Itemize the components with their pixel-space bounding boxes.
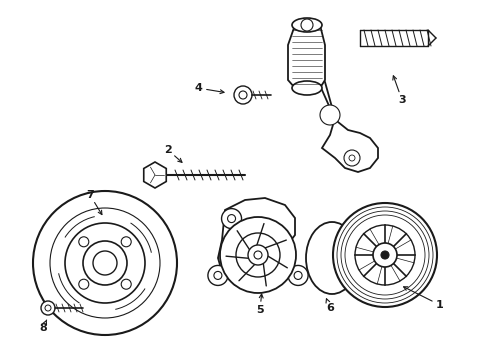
Circle shape	[41, 301, 55, 315]
Polygon shape	[143, 162, 166, 188]
Circle shape	[207, 265, 227, 285]
Circle shape	[213, 271, 222, 279]
Ellipse shape	[291, 18, 321, 32]
Circle shape	[236, 233, 280, 277]
Circle shape	[348, 155, 354, 161]
Circle shape	[301, 19, 312, 31]
Circle shape	[332, 203, 436, 307]
Circle shape	[247, 245, 267, 265]
Text: 3: 3	[397, 95, 405, 105]
Circle shape	[93, 251, 117, 275]
Circle shape	[45, 305, 51, 311]
Circle shape	[239, 91, 246, 99]
Text: 8: 8	[39, 323, 47, 333]
Ellipse shape	[291, 81, 321, 95]
Circle shape	[220, 217, 295, 293]
Polygon shape	[287, 25, 325, 88]
Circle shape	[121, 237, 131, 247]
Circle shape	[380, 251, 388, 259]
Circle shape	[79, 237, 89, 247]
Circle shape	[50, 208, 160, 318]
Text: 2: 2	[164, 145, 171, 155]
Text: 6: 6	[325, 303, 333, 313]
Circle shape	[121, 279, 131, 289]
Circle shape	[319, 105, 339, 125]
Circle shape	[83, 241, 127, 285]
Circle shape	[234, 86, 251, 104]
Circle shape	[253, 251, 262, 259]
Circle shape	[372, 243, 396, 267]
Text: 1: 1	[435, 300, 443, 310]
Text: 7: 7	[86, 190, 94, 200]
Polygon shape	[218, 198, 294, 290]
Circle shape	[293, 271, 302, 279]
Circle shape	[79, 279, 89, 289]
Ellipse shape	[305, 222, 357, 294]
Circle shape	[221, 208, 241, 229]
Circle shape	[227, 215, 235, 222]
Circle shape	[287, 265, 307, 285]
Circle shape	[343, 150, 359, 166]
Circle shape	[65, 223, 145, 303]
Circle shape	[33, 191, 177, 335]
Polygon shape	[289, 68, 377, 172]
Text: 5: 5	[256, 305, 263, 315]
Text: 4: 4	[194, 83, 202, 93]
